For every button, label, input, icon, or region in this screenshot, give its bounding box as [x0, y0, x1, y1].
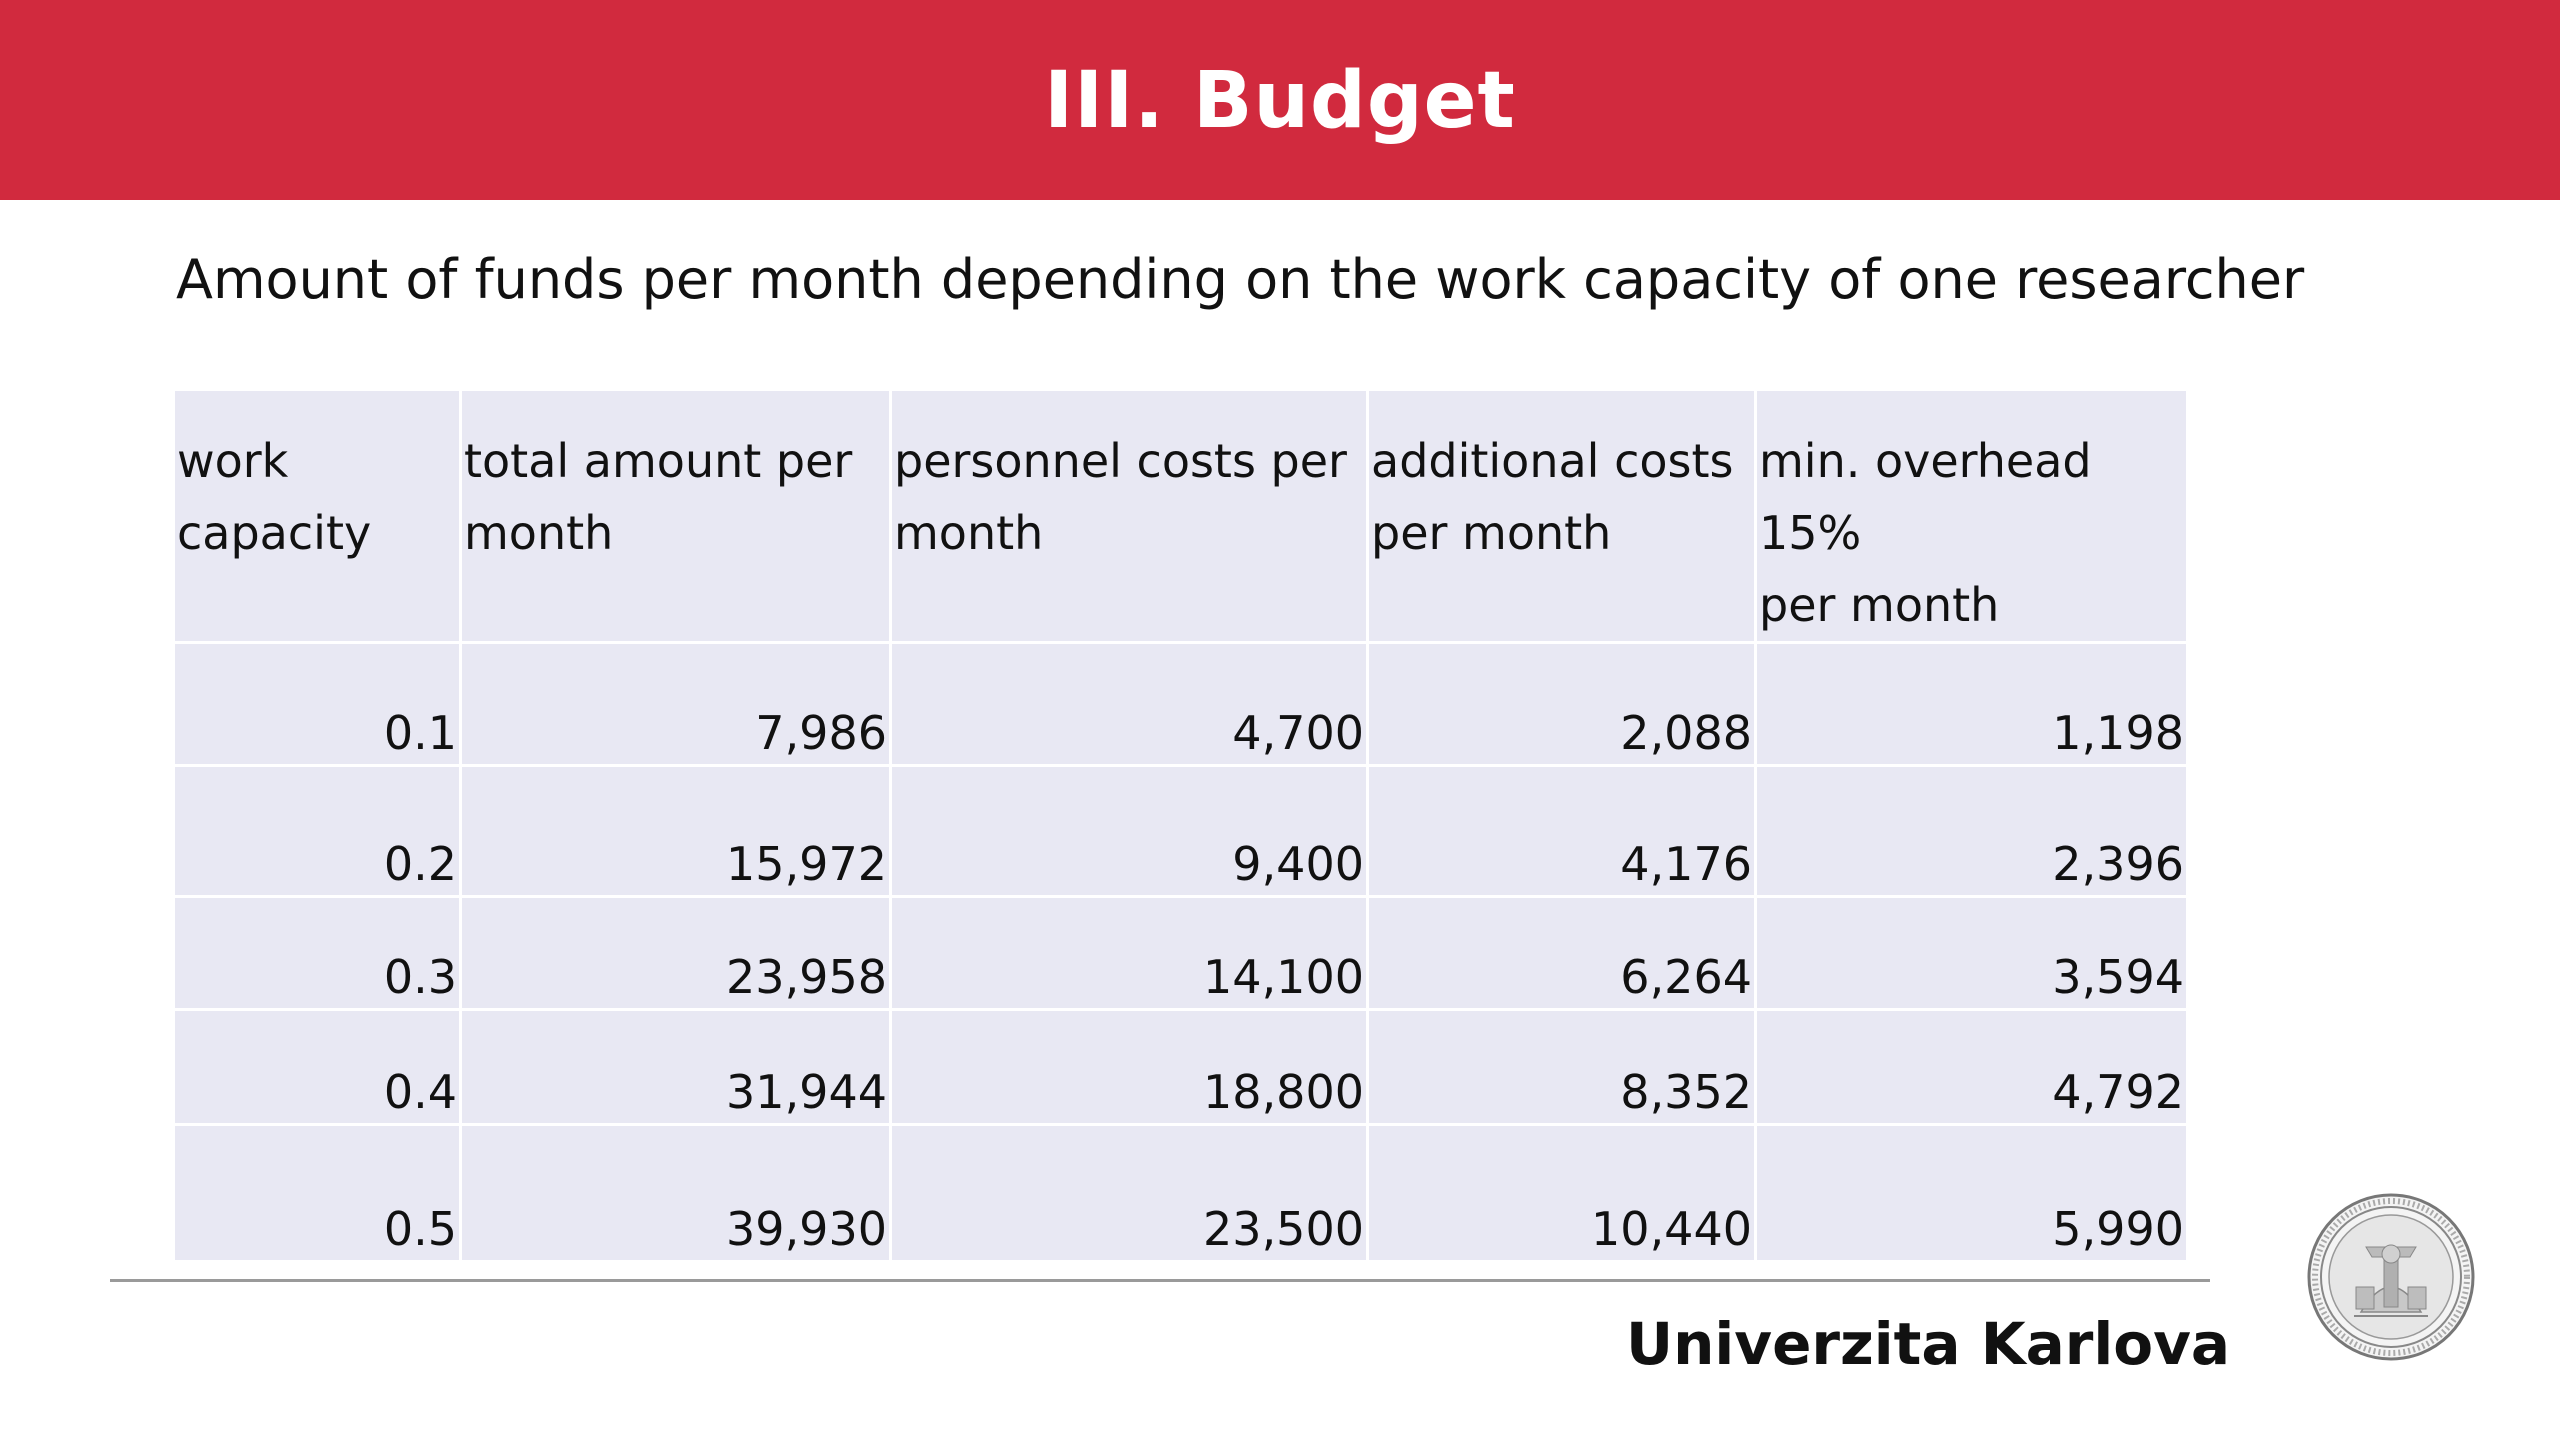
cell-work-capacity: 0.1: [172, 641, 462, 767]
header-line: per month: [1759, 578, 2000, 632]
cell-total-amount: 15,972: [459, 764, 892, 898]
table-header-row: work capacity total amount per month per…: [172, 388, 2189, 644]
table-row: 0.1 7,986 4,700 2,088 1,198: [172, 641, 2189, 767]
cell-work-capacity: 0.4: [172, 1008, 462, 1126]
cell-total-amount: 39,930: [459, 1123, 892, 1263]
cell-personnel-costs: 9,400: [889, 764, 1369, 898]
cell-additional-costs: 10,440: [1366, 1123, 1757, 1263]
cell-total-amount: 23,958: [459, 895, 892, 1011]
slide-subtitle: Amount of funds per month depending on t…: [176, 248, 2305, 311]
slide-title: III. Budget: [1044, 56, 1516, 146]
table-row: 0.5 39,930 23,500 10,440 5,990: [172, 1123, 2189, 1263]
header-total-amount: total amount per month: [459, 388, 892, 644]
table-row: 0.3 23,958 14,100 6,264 3,594: [172, 895, 2189, 1011]
cell-total-amount: 31,944: [459, 1008, 892, 1126]
cell-min-overhead: 4,792: [1754, 1008, 2189, 1126]
budget-table: work capacity total amount per month per…: [172, 388, 2189, 1263]
title-banner: III. Budget: [0, 0, 2560, 200]
header-line: per month: [1371, 506, 1612, 560]
header-line: total amount per: [464, 434, 853, 488]
header-line: additional costs: [1371, 434, 1734, 488]
header-personnel-costs: personnel costs per month: [889, 388, 1369, 644]
cell-personnel-costs: 4,700: [889, 641, 1369, 767]
university-seal-icon: [2307, 1193, 2475, 1361]
cell-total-amount: 7,986: [459, 641, 892, 767]
university-name: Univerzita Karlova: [1626, 1310, 2231, 1378]
header-line: capacity: [177, 506, 372, 560]
header-work-capacity: work capacity: [172, 388, 462, 644]
cell-min-overhead: 1,198: [1754, 641, 2189, 767]
cell-personnel-costs: 14,100: [889, 895, 1369, 1011]
cell-work-capacity: 0.5: [172, 1123, 462, 1263]
cell-min-overhead: 2,396: [1754, 764, 2189, 898]
footer-divider: [110, 1279, 2210, 1282]
header-min-overhead: min. overhead 15% per month: [1754, 388, 2189, 644]
cell-work-capacity: 0.2: [172, 764, 462, 898]
table-row: 0.4 31,944 18,800 8,352 4,792: [172, 1008, 2189, 1126]
header-line: work: [177, 434, 289, 488]
cell-personnel-costs: 18,800: [889, 1008, 1369, 1126]
table-row: 0.2 15,972 9,400 4,176 2,396: [172, 764, 2189, 898]
cell-min-overhead: 3,594: [1754, 895, 2189, 1011]
header-line: personnel costs per: [894, 434, 1347, 488]
cell-additional-costs: 2,088: [1366, 641, 1757, 767]
cell-personnel-costs: 23,500: [889, 1123, 1369, 1263]
header-line: month: [894, 506, 1044, 560]
cell-min-overhead: 5,990: [1754, 1123, 2189, 1263]
header-line: month: [464, 506, 614, 560]
header-additional-costs: additional costs per month: [1366, 388, 1757, 644]
cell-additional-costs: 8,352: [1366, 1008, 1757, 1126]
cell-additional-costs: 6,264: [1366, 895, 1757, 1011]
header-line: min. overhead 15%: [1759, 434, 2092, 560]
cell-additional-costs: 4,176: [1366, 764, 1757, 898]
cell-work-capacity: 0.3: [172, 895, 462, 1011]
